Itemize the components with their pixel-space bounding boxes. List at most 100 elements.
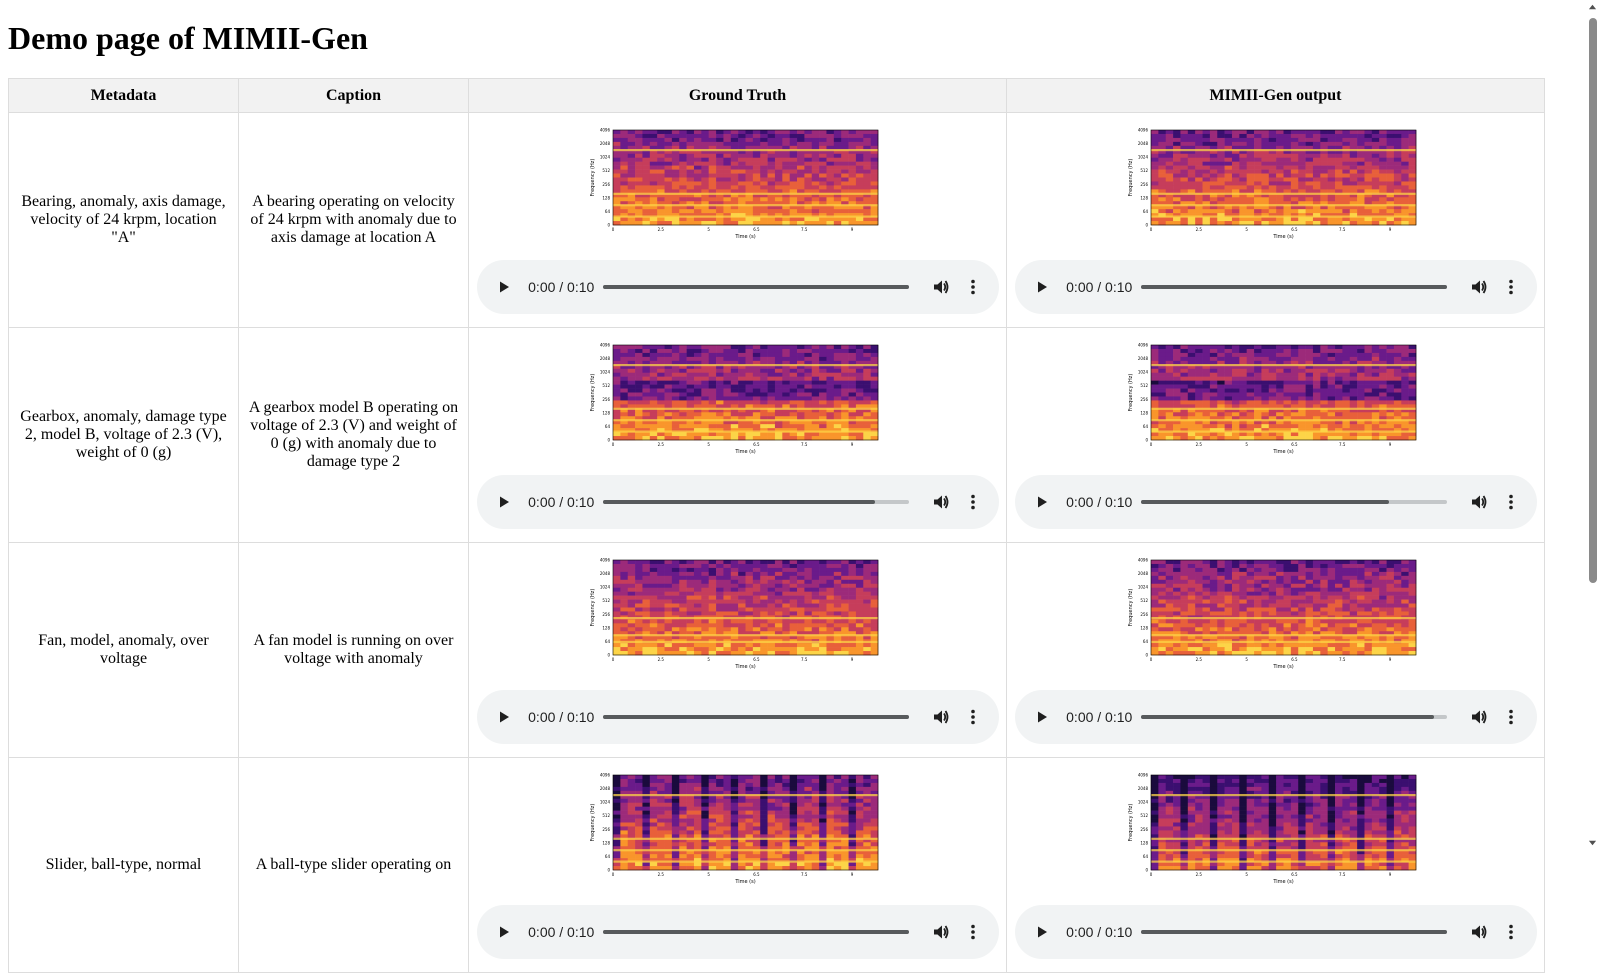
spectrogram-ylabel: Frequency (Hz) <box>590 589 596 627</box>
volume-icon[interactable] <box>1467 275 1491 299</box>
spectrogram-ytick: 1024 <box>1137 370 1148 375</box>
audio-progress-bar[interactable] <box>603 715 909 719</box>
spectrogram-ylabel: Frequency (Hz) <box>1128 589 1134 627</box>
mimii-gen-spectrogram: 0 64 128 256 512 1024 2048 4096 0 2.5 5 6.5 7.5 9 Time… <box>1128 343 1416 455</box>
ground-truth-audio-player[interactable]: 0:00 / 0:10 <box>476 905 999 959</box>
play-icon[interactable] <box>495 922 515 942</box>
volume-icon[interactable] <box>929 920 953 944</box>
ground-truth-cell: 0 64 128 256 512 1024 2048 4096 0 2.5 5 6.5 7.5 9 Time… <box>468 112 1007 328</box>
audio-progress-fill <box>1141 500 1389 504</box>
ground-truth-audio-player[interactable]: 0:00 / 0:10 <box>476 260 999 314</box>
mimii-gen-audio-player[interactable]: 0:00 / 0:10 <box>1014 690 1537 744</box>
ground-truth-audio-player[interactable]: 0:00 / 0:10 <box>476 690 999 744</box>
spectrogram-ytick: 64 <box>604 854 610 859</box>
audio-progress-bar[interactable] <box>603 930 909 934</box>
play-icon[interactable] <box>1033 277 1053 297</box>
audio-progress-bar[interactable] <box>603 500 909 504</box>
spectrogram-xtick: 7.5 <box>1339 657 1346 662</box>
ground-truth-spectrogram: 0 64 128 256 512 1024 2048 4096 0 2.5 5 6.5 7.5 9 Time… <box>590 558 878 670</box>
more-options-icon[interactable] <box>961 275 985 299</box>
spectrogram-ytick: 0 <box>1145 653 1148 658</box>
more-options-icon[interactable] <box>1499 705 1523 729</box>
spectrogram-ytick: 128 <box>1140 195 1148 200</box>
spectrogram-xtick: 0 <box>1149 227 1152 232</box>
mimii-gen-audio-player[interactable]: 0:00 / 0:10 <box>1014 905 1537 959</box>
spectrogram-ytick: 2048 <box>1137 356 1148 361</box>
ground-truth-cell: 0 64 128 256 512 1024 2048 4096 0 2.5 5 6.5 7.5 9 Time… <box>468 757 1007 973</box>
table-header-row: Metadata Caption Ground Truth MIMII-Gen … <box>8 78 1545 113</box>
spectrogram-ytick: 128 <box>602 625 610 630</box>
spectrogram-xtick: 9 <box>850 442 853 447</box>
spectrogram-ytick: 4096 <box>1137 773 1148 778</box>
table-row: Slider, ball-type, normal A ball-type sl… <box>8 757 1545 973</box>
play-icon[interactable] <box>1033 492 1053 512</box>
audio-progress-bar[interactable] <box>1141 500 1447 504</box>
audio-progress-bar[interactable] <box>1141 930 1447 934</box>
header-metadata: Metadata <box>8 78 239 113</box>
audio-progress-fill <box>603 715 909 719</box>
spectrogram-xtick: 5 <box>1245 657 1248 662</box>
scroll-up-arrow-icon[interactable] <box>1588 3 1597 12</box>
spectrogram-xtick: 7.5 <box>801 227 808 232</box>
spectrogram-ytick: 512 <box>1140 813 1148 818</box>
demo-table: Metadata Caption Ground Truth MIMII-Gen … <box>8 78 1545 973</box>
spectrogram-ytick: 4096 <box>599 128 610 133</box>
spectrogram-ytick: 128 <box>602 195 610 200</box>
spectrogram-xtick: 9 <box>850 872 853 877</box>
spectrogram-ytick: 64 <box>604 639 610 644</box>
scroll-down-arrow-icon[interactable] <box>1588 838 1597 847</box>
metadata-cell: Fan, model, anomaly, over voltage <box>8 542 239 758</box>
spectrogram-xtick: 9 <box>1388 872 1391 877</box>
volume-icon[interactable] <box>1467 920 1491 944</box>
volume-icon[interactable] <box>1467 490 1491 514</box>
play-icon[interactable] <box>495 492 515 512</box>
spectrogram-ytick: 512 <box>1140 383 1148 388</box>
audio-progress-fill <box>1141 285 1447 289</box>
page-scrollbar[interactable] <box>1585 0 1600 861</box>
audio-progress-bar[interactable] <box>1141 285 1447 289</box>
header-ground-truth: Ground Truth <box>468 78 1007 113</box>
scrollbar-thumb[interactable] <box>1589 18 1597 583</box>
mimii-gen-spectrogram: 0 64 128 256 512 1024 2048 4096 0 2.5 5 6.5 7.5 9 Time… <box>1128 128 1416 240</box>
audio-progress-bar[interactable] <box>603 285 909 289</box>
spectrogram-xtick: 5 <box>707 227 710 232</box>
spectrogram-ylabel: Frequency (Hz) <box>1128 804 1134 842</box>
more-options-icon[interactable] <box>1499 275 1523 299</box>
more-options-icon[interactable] <box>961 490 985 514</box>
spectrogram-ytick: 1024 <box>599 370 610 375</box>
spectrogram-xtick: 2.5 <box>657 442 664 447</box>
spectrogram-xlabel: Time (s) <box>734 234 755 240</box>
header-caption: Caption <box>238 78 469 113</box>
more-options-icon[interactable] <box>1499 920 1523 944</box>
volume-icon[interactable] <box>929 275 953 299</box>
spectrogram-ytick: 2048 <box>599 141 610 146</box>
more-options-icon[interactable] <box>1499 490 1523 514</box>
more-options-icon[interactable] <box>961 920 985 944</box>
ground-truth-audio-player[interactable]: 0:00 / 0:10 <box>476 475 999 529</box>
spectrogram-ytick: 128 <box>602 410 610 415</box>
play-icon[interactable] <box>1033 707 1053 727</box>
spectrogram-xlabel: Time (s) <box>734 664 755 670</box>
volume-icon[interactable] <box>1467 705 1491 729</box>
caption-cell: A gearbox model B operating on voltage o… <box>238 327 469 543</box>
audio-time: 0:00 / 0:10 <box>528 709 595 725</box>
audio-progress-bar[interactable] <box>1141 715 1447 719</box>
table-row: Gearbox, anomaly, damage type 2, model B… <box>8 327 1545 543</box>
play-icon[interactable] <box>495 707 515 727</box>
play-icon[interactable] <box>1033 922 1053 942</box>
volume-icon[interactable] <box>929 490 953 514</box>
mimii-gen-audio-player[interactable]: 0:00 / 0:10 <box>1014 260 1537 314</box>
spectrogram-xtick: 9 <box>850 227 853 232</box>
spectrogram-xtick: 5 <box>1245 442 1248 447</box>
mimii-gen-audio-player[interactable]: 0:00 / 0:10 <box>1014 475 1537 529</box>
spectrogram-xtick: 0 <box>1149 657 1152 662</box>
audio-time: 0:00 / 0:10 <box>528 279 595 295</box>
more-options-icon[interactable] <box>961 705 985 729</box>
spectrogram-xtick: 6.5 <box>753 442 760 447</box>
spectrogram-ytick: 2048 <box>599 356 610 361</box>
volume-icon[interactable] <box>929 705 953 729</box>
spectrogram-ytick: 512 <box>602 168 610 173</box>
play-icon[interactable] <box>495 277 515 297</box>
spectrogram-xtick: 7.5 <box>801 872 808 877</box>
spectrogram-xtick: 7.5 <box>1339 227 1346 232</box>
